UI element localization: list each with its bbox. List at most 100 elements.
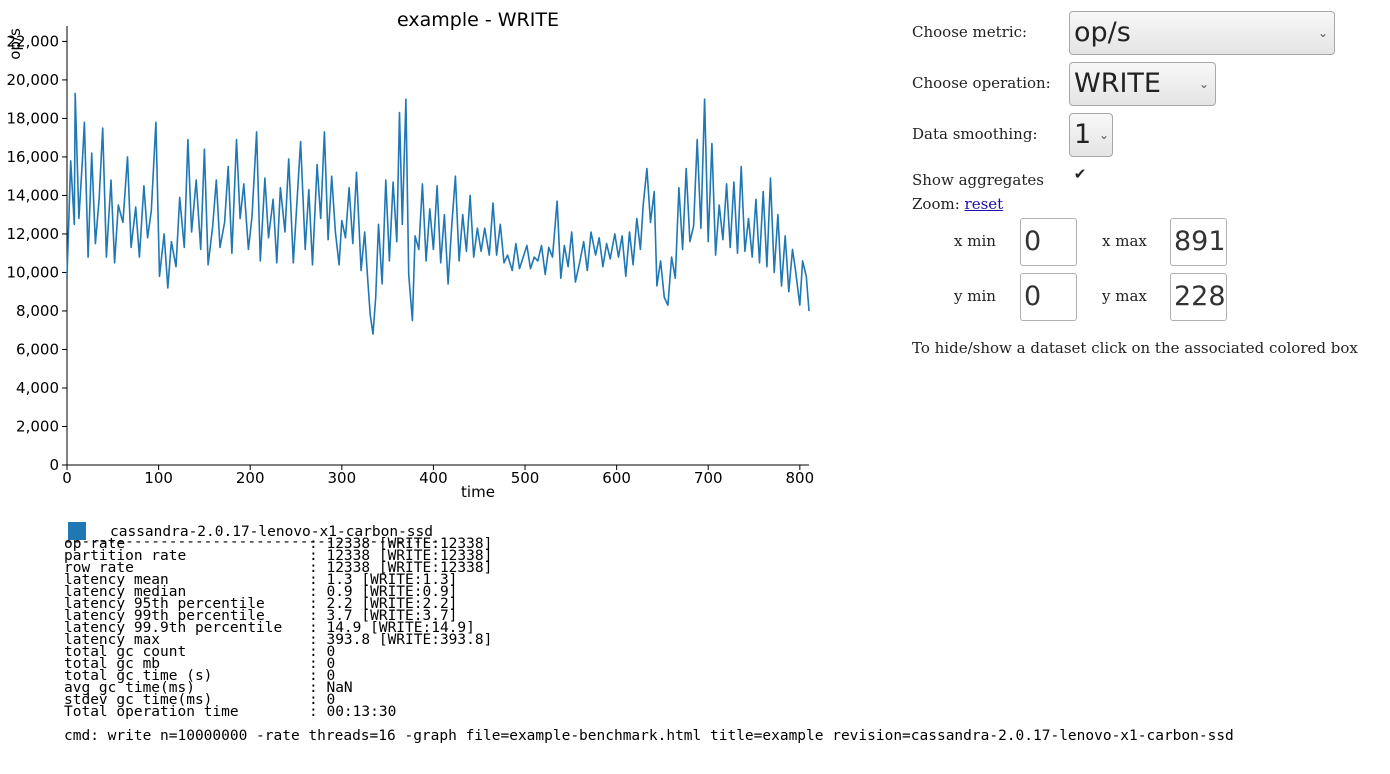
y-tick-label: 0: [49, 456, 59, 474]
stat-row: latency 95th percentile : 2.2 [WRITE:2.2]: [64, 596, 492, 612]
metric-select[interactable]: op/s ⌄: [1069, 11, 1335, 55]
operation-select[interactable]: WRITE ⌄: [1069, 62, 1216, 106]
ymax-label: y max: [1102, 287, 1147, 305]
stat-value: : 12338 [WRITE:12338]: [309, 560, 493, 576]
series-layer: [66, 92, 810, 335]
stat-value: : 12338 [WRITE:12338]: [309, 536, 493, 552]
stat-label: latency max: [64, 632, 161, 648]
smoothing-select[interactable]: 1 ⌄: [1069, 113, 1113, 157]
ymax-input[interactable]: 228: [1170, 273, 1227, 321]
stat-label: total gc time (s): [64, 668, 213, 684]
x-tick-label: 400: [419, 469, 448, 487]
y-tick-label: 12,000: [7, 225, 60, 243]
stat-value: : NaN: [309, 680, 353, 696]
stats-table: op rate: 12338 [WRITE:12338] partition ra…: [64, 536, 493, 720]
xmax-input[interactable]: 891: [1170, 218, 1227, 266]
x-tick-label: 100: [144, 469, 173, 487]
chevron-down-icon: ⌄: [1098, 128, 1109, 142]
stat-value: : 0: [309, 656, 336, 672]
stat-row: stdev gc time(ms) : 0: [64, 692, 492, 708]
ymin-label: y min: [954, 287, 996, 305]
aggregates-checkbox[interactable]: ✔: [1072, 166, 1088, 182]
stat-label: latency median: [64, 584, 187, 600]
ops-chart[interactable]: 0 2,000 4,000 6,000 8,000 10,000 12,000 14,000 1…: [0, 0, 830, 510]
operation-label: Choose operation:: [912, 74, 1051, 92]
stat-row: total gc mb : 0: [64, 656, 492, 672]
y-axis-label: op/s: [6, 28, 24, 60]
chevron-down-icon: ⌄: [1198, 77, 1209, 91]
stat-row: avg gc time(ms) : NaN: [64, 680, 492, 696]
stat-row: latency median: 0.9 [WRITE:0.9]: [64, 584, 492, 600]
y-axis: 0 2,000 4,000 6,000 8,000 10,000 12,000 14,000 1…: [7, 26, 68, 474]
stat-label: avg gc time(ms): [64, 680, 195, 696]
x-tick-label: 200: [236, 469, 265, 487]
x-tick-label: 700: [694, 469, 723, 487]
hide-show-hint: To hide/show a dataset click on the asso…: [912, 339, 1358, 357]
stat-value: : 00:13:30: [309, 704, 397, 720]
stat-row: latency max : 393.8 [WRITE:393.8]: [64, 632, 493, 648]
zoom-row: Zoom: reset: [912, 195, 1003, 213]
xmin-label: x min: [954, 232, 996, 250]
y-tick-label: 16,000: [7, 148, 60, 166]
stat-value: : 0: [309, 644, 336, 660]
stat-label: latency mean: [64, 572, 169, 588]
command-line: cmd: write n=10000000 -rate threads=16 -…: [64, 728, 1234, 744]
x-axis: 0 100 200 300 400 500 600 700 800: [62, 464, 815, 487]
x-tick-label: 600: [602, 469, 631, 487]
x-tick-label: 300: [327, 469, 356, 487]
xmin-input[interactable]: 0: [1020, 218, 1077, 266]
y-tick-label: 18,000: [7, 109, 60, 127]
y-tick-label: 22,000: [7, 32, 60, 50]
stat-label: latency 99th percentile: [64, 608, 265, 624]
stat-label: total gc count: [64, 644, 187, 660]
y-tick-label: 4,000: [16, 379, 59, 397]
stat-row: partition rate: 12338 [WRITE:12338]: [64, 548, 492, 564]
x-tick-label: 500: [511, 469, 540, 487]
stat-label: latency 95th percentile: [64, 596, 265, 612]
y-tick-label: 2,000: [16, 417, 59, 435]
stat-row: latency 99.9th percentile : 14.9 [WRITE:1…: [64, 620, 492, 636]
y-tick-label: 10,000: [7, 263, 60, 281]
ymin-input[interactable]: 0: [1020, 273, 1077, 321]
metric-label: Choose metric:: [912, 23, 1028, 41]
stat-value: : 14.9 [WRITE:14.9]: [309, 620, 475, 636]
stat-label: stdev gc time(ms): [64, 692, 213, 708]
legend-color-box[interactable]: [68, 522, 86, 540]
stat-row: op rate : 12338 [WRITE:12338]: [64, 536, 493, 552]
checkmark-icon: ✔: [1073, 165, 1087, 183]
y-tick-label: 8,000: [16, 302, 59, 320]
chart-title: example - WRITE: [397, 9, 559, 31]
stat-value: : 2.2 [WRITE:2.2]: [309, 596, 458, 612]
stats-separator: ----------------------------------------…: [64, 534, 440, 550]
operation-select-value: WRITE: [1074, 68, 1161, 99]
y-tick-label: 6,000: [16, 340, 59, 358]
stat-label: row rate: [64, 560, 134, 576]
xmax-label: x max: [1102, 232, 1147, 250]
stat-row: row rate : 12338 [WRITE:12338]: [64, 560, 493, 576]
stat-label: Total operation time: [64, 704, 239, 720]
y-tick-label: 20,000: [7, 71, 60, 89]
y-tick-label: 14,000: [7, 186, 60, 204]
stat-row: total gc time (s): 0: [64, 668, 492, 684]
stat-label: latency 99.9th percentile: [64, 620, 283, 636]
chevron-down-icon: ⌄: [1317, 26, 1328, 40]
stat-label: total gc mb: [64, 656, 161, 672]
zoom-label: Zoom:: [912, 195, 960, 213]
x-axis-label: time: [461, 483, 495, 501]
stat-value: : 393.8 [WRITE:393.8]: [309, 632, 493, 648]
stat-value: : 1.3 [WRITE:1.3]: [309, 572, 458, 588]
smoothing-label: Data smoothing:: [912, 125, 1038, 143]
legend-series-name: cassandra-2.0.17-lenovo-x1-carbon-ssd: [110, 524, 434, 540]
stat-value: : 0: [309, 692, 336, 708]
x-tick-label: 0: [62, 469, 72, 487]
stat-label: partition rate: [64, 548, 187, 564]
x-tick-label: 800: [786, 469, 815, 487]
stat-value: : 3.7 [WRITE:3.7]: [309, 608, 458, 624]
stat-row: latency mean : 1.3 [WRITE:1.3]: [64, 572, 492, 588]
stat-row: Total operation time : 00:13:30: [64, 704, 492, 720]
series-line[interactable]: [66, 92, 810, 335]
stat-row: latency 99th percentile : 3.7 [WRITE:3.7]: [64, 608, 492, 624]
smoothing-select-value: 1: [1074, 119, 1092, 150]
zoom-reset-link[interactable]: reset: [964, 195, 1004, 213]
stat-label: op rate: [64, 536, 126, 552]
